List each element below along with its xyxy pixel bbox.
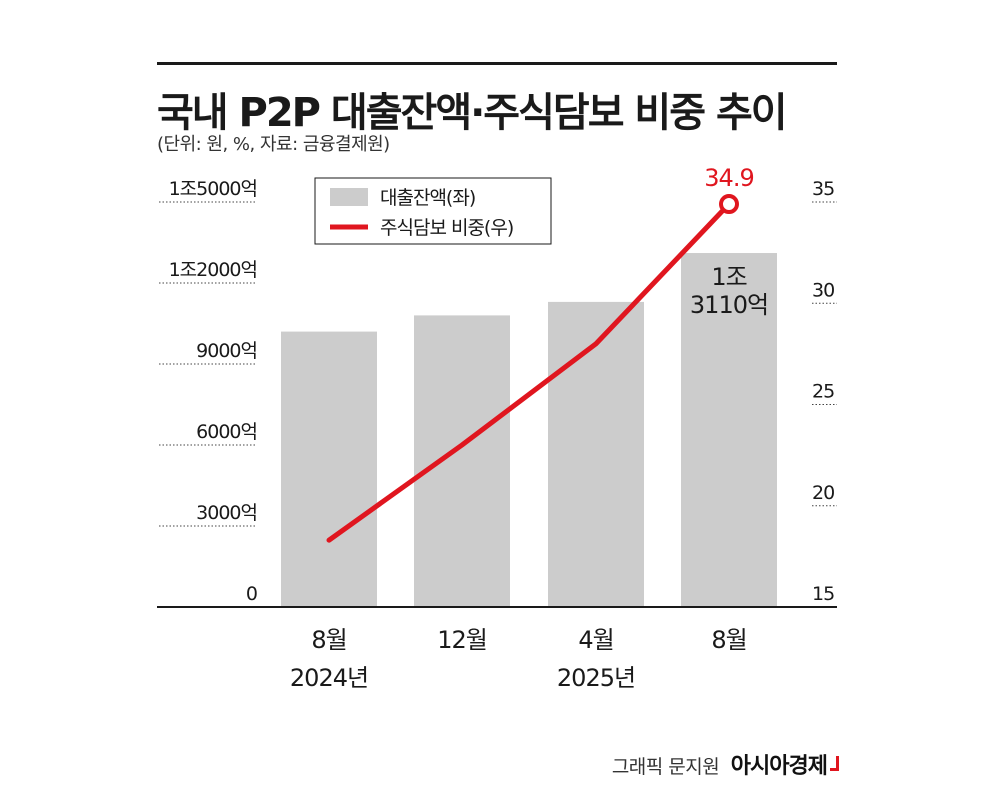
x-tick-label-3: 4월 (578, 626, 613, 654)
bar-4 (681, 253, 777, 607)
bar-value-label-1: 1조 (711, 263, 746, 291)
right-tick-label-3: 30 (812, 279, 834, 301)
brand-logo: 아시아경제 (730, 754, 828, 779)
left-tick-label-0: 0 (246, 583, 257, 605)
left-tick-label-1: 3000억 (196, 502, 257, 524)
right-tick-label-1: 20 (812, 482, 834, 504)
legend-label-1: 대출잔액(좌) (380, 187, 475, 209)
x-year-label-3: 2025년 (557, 664, 635, 692)
line-end-marker (719, 194, 739, 215)
line-series (326, 201, 732, 543)
legend-swatch-bar (330, 188, 368, 206)
line-value-label: 34.9 (704, 164, 753, 192)
right-tick-label-0: 15 (812, 583, 834, 605)
left-tick-label-5: 1조5000억 (169, 178, 257, 200)
credit-text: 그래픽 문지원 (611, 756, 720, 778)
bar-1 (281, 331, 377, 607)
x-tick-label-2: 12월 (437, 626, 487, 654)
bar-3 (548, 301, 644, 607)
legend-label-2: 주식담보 비중(우) (380, 217, 513, 239)
left-tick-label-2: 6000억 (196, 421, 257, 443)
x-tick-label-1: 8월 (311, 626, 346, 654)
left-tick-label-4: 1조2000억 (169, 259, 257, 281)
x-tick-label-4: 8월 (711, 626, 746, 654)
top-rule (157, 62, 837, 65)
x-year-label-1: 2024년 (290, 664, 368, 692)
left-tick-label-3: 9000억 (196, 340, 257, 362)
bar-value-label-2: 3110억 (690, 291, 768, 319)
credit: 그래픽 문지원 아시아경제 (612, 748, 839, 780)
chart-title: 국내 P2P 대출잔액·주식담보 비중 추이 (157, 90, 788, 136)
right-tick-label-2: 25 (812, 381, 834, 403)
chart-subtitle: (단위: 원, %, 자료: 금융결제원) (157, 134, 390, 155)
brand-mark-icon (830, 756, 839, 771)
bar-2 (414, 315, 510, 607)
right-tick-label-4: 35 (812, 178, 834, 200)
